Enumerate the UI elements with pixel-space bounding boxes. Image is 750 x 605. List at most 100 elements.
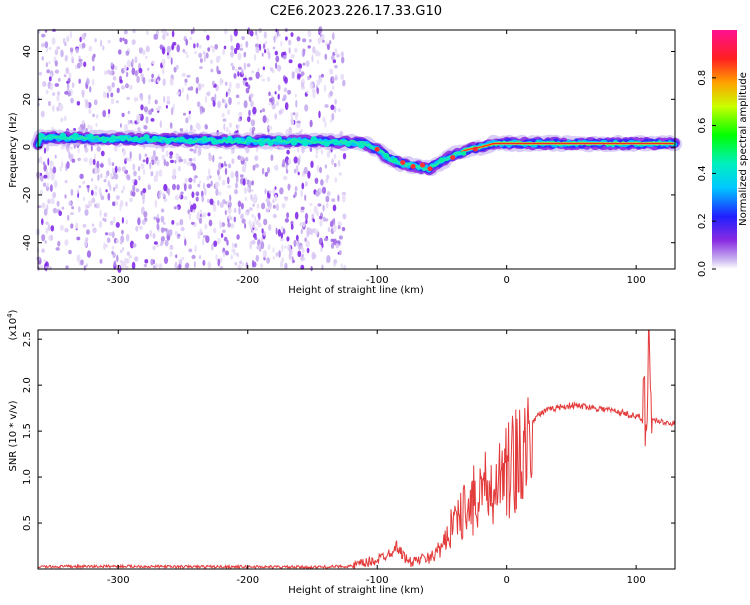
noise-speck <box>113 216 116 223</box>
noise-speck <box>304 212 309 221</box>
noise-speck <box>64 179 68 184</box>
noise-speck <box>262 108 265 113</box>
trace-blob <box>323 140 330 147</box>
noise-speck <box>195 76 200 84</box>
noise-speck <box>186 74 191 78</box>
x-tick-label: 100 <box>627 275 646 286</box>
trace-hot-core <box>461 142 674 153</box>
noise-speck <box>337 194 340 202</box>
noise-speck <box>132 163 136 171</box>
noise-speck <box>272 256 275 260</box>
noise-speck <box>277 64 282 72</box>
noise-speck <box>46 69 51 74</box>
noise-speck <box>259 109 262 113</box>
noise-speck <box>127 119 130 125</box>
noise-speck <box>96 145 101 152</box>
colorbar-tick-label: 0.0 <box>697 261 708 277</box>
noise-speck <box>138 225 143 230</box>
noise-speck <box>143 263 148 268</box>
noise-speck <box>227 109 230 115</box>
noise-speck <box>217 100 222 109</box>
noise-speck <box>313 205 318 214</box>
noise-speck <box>247 116 251 123</box>
noise-speck <box>148 78 151 83</box>
noise-speck <box>198 255 202 260</box>
colorbar-gradient <box>712 30 737 269</box>
trace-blob <box>143 134 150 141</box>
noise-speck <box>206 183 211 189</box>
noise-speck <box>311 54 314 63</box>
noise-speck <box>275 203 279 211</box>
noise-speck <box>54 69 60 74</box>
noise-speck <box>301 38 307 43</box>
noise-speck <box>161 58 166 66</box>
noise-speck <box>115 239 120 244</box>
noise-speck <box>41 56 44 61</box>
noise-speck <box>199 213 202 218</box>
noise-speck <box>179 127 184 132</box>
noise-speck <box>325 195 330 203</box>
noise-speck <box>47 100 52 107</box>
noise-speck <box>186 93 189 101</box>
noise-speck <box>212 80 215 87</box>
noise-speck <box>132 243 137 248</box>
noise-speck <box>294 191 297 197</box>
noise-speck <box>261 202 266 210</box>
noise-speck <box>246 187 250 192</box>
noise-speck <box>172 183 176 191</box>
noise-speck <box>165 150 169 157</box>
noise-speck <box>234 243 238 248</box>
noise-speck <box>71 206 74 210</box>
noise-speck <box>262 43 266 50</box>
noise-speck <box>163 227 168 232</box>
colorbar-tick-label: 0.8 <box>697 70 708 86</box>
noise-speck <box>261 78 265 82</box>
noise-speck <box>333 217 336 226</box>
noise-speck <box>47 198 51 204</box>
noise-speck <box>88 157 93 166</box>
noise-speck <box>303 166 308 175</box>
noise-speck <box>172 175 176 180</box>
noise-speck <box>41 42 45 48</box>
noise-speck <box>326 255 331 263</box>
noise-speck <box>312 46 316 54</box>
noise-speck <box>137 217 141 226</box>
noise-speck <box>136 114 141 122</box>
noise-speck <box>215 253 218 261</box>
noise-speck <box>85 237 89 242</box>
noise-speck <box>331 113 335 121</box>
noise-speck <box>209 198 214 205</box>
noise-speck <box>154 33 159 40</box>
noise-speck <box>242 262 244 267</box>
trace-blob <box>201 136 208 142</box>
trace-blob <box>472 146 478 152</box>
noise-speck <box>250 193 253 200</box>
spectrogram-frame <box>37 29 676 270</box>
noise-speck <box>119 241 123 245</box>
noise-speck <box>83 61 87 68</box>
noise-speck <box>315 154 318 158</box>
x-tick-label: -200 <box>236 575 259 586</box>
noise-speck <box>320 73 324 78</box>
noise-speck <box>149 229 153 238</box>
noise-speck <box>272 213 277 219</box>
y-tick-label: 20 <box>22 93 33 106</box>
noise-speck <box>104 70 108 76</box>
noise-speck <box>233 47 238 55</box>
noise-speck <box>270 154 274 161</box>
noise-speck <box>103 179 107 183</box>
noise-speck <box>212 204 217 212</box>
noise-speck <box>307 45 311 49</box>
noise-speck <box>189 86 194 91</box>
noise-speck <box>83 157 88 163</box>
noise-speck <box>115 222 120 228</box>
noise-speck <box>57 77 61 82</box>
noise-speck <box>237 200 242 208</box>
noise-speck <box>290 32 294 37</box>
noise-speck <box>108 109 111 114</box>
noise-speck <box>205 124 208 130</box>
noise-speck <box>149 162 152 170</box>
noise-speck <box>96 160 100 169</box>
noise-speck <box>160 227 165 234</box>
noise-speck <box>250 70 255 74</box>
